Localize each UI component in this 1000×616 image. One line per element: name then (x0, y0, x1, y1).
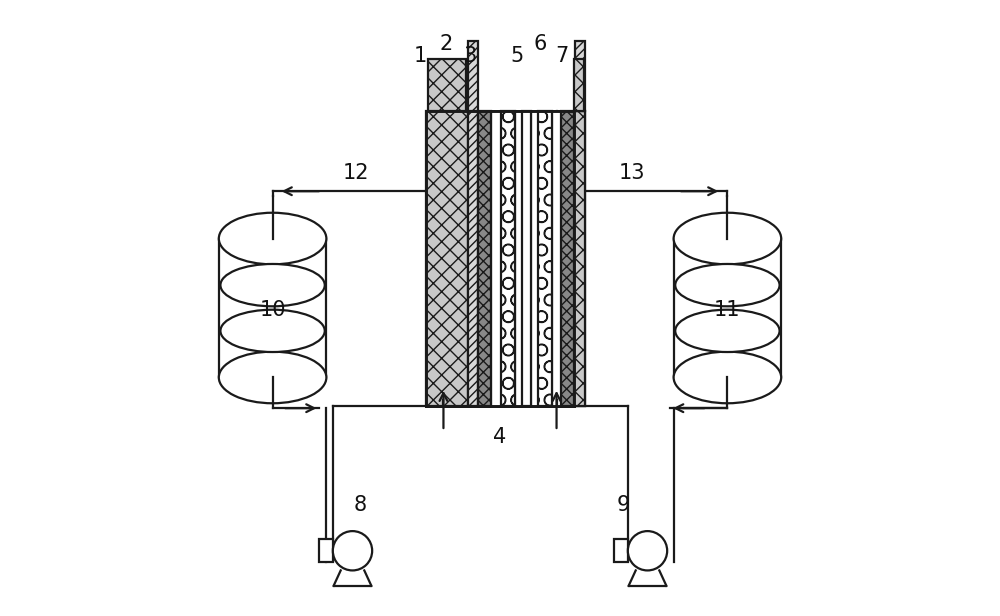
Bar (478, 111, 491, 407)
Bar (574, 59, 584, 111)
Bar (426, 111, 574, 407)
Bar (552, 111, 561, 407)
Text: 11: 11 (714, 300, 741, 320)
Ellipse shape (219, 213, 326, 264)
Ellipse shape (675, 264, 780, 306)
Ellipse shape (220, 310, 325, 352)
Text: 10: 10 (259, 300, 286, 320)
Bar (426, 111, 574, 407)
Text: 8: 8 (354, 495, 367, 515)
Bar (522, 111, 531, 407)
Ellipse shape (675, 310, 780, 352)
Bar (561, 111, 575, 407)
Text: 2: 2 (439, 34, 453, 54)
Ellipse shape (628, 531, 667, 570)
Text: 6: 6 (533, 34, 547, 54)
Text: 5: 5 (510, 46, 523, 66)
Text: 7: 7 (555, 46, 568, 66)
Bar (319, 539, 333, 562)
Bar (428, 59, 466, 111)
Bar (468, 111, 478, 407)
Ellipse shape (220, 264, 325, 306)
Bar (574, 111, 585, 407)
Text: 3: 3 (464, 46, 477, 66)
Ellipse shape (674, 352, 781, 403)
Ellipse shape (219, 352, 326, 403)
Bar (501, 111, 515, 407)
Ellipse shape (674, 213, 781, 264)
Bar (575, 41, 585, 111)
Text: 1: 1 (413, 46, 427, 66)
Text: 12: 12 (342, 163, 369, 183)
Bar (426, 111, 468, 407)
Bar (531, 111, 538, 407)
Bar (515, 111, 522, 407)
Bar (538, 111, 552, 407)
Bar (491, 111, 501, 407)
Text: 4: 4 (493, 427, 507, 447)
Bar (575, 111, 585, 407)
Bar (674, 238, 781, 378)
Bar (614, 539, 628, 562)
Bar (468, 41, 478, 111)
Text: 13: 13 (619, 163, 645, 183)
Text: 9: 9 (616, 495, 630, 515)
Bar (219, 238, 326, 378)
Ellipse shape (333, 531, 372, 570)
